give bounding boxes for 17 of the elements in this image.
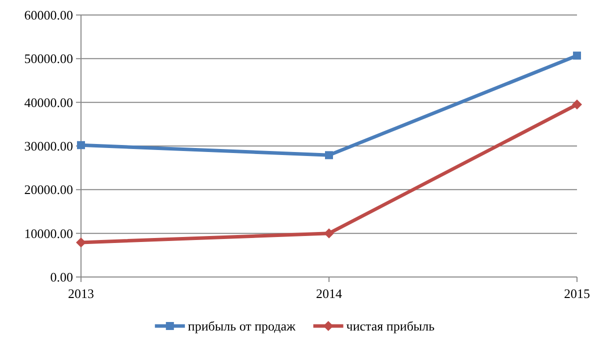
point bbox=[325, 151, 333, 160]
x-tick-label: 2015 bbox=[564, 286, 590, 301]
y-tick-label: 0.00 bbox=[50, 270, 73, 285]
legend-label: чистая прибыль bbox=[346, 318, 435, 334]
y-tick-label: 50000.00 bbox=[24, 51, 73, 66]
y-tick-label: 20000.00 bbox=[24, 182, 73, 198]
x-tick-label: 2013 bbox=[68, 286, 94, 301]
x-tick-label: 2014 bbox=[316, 286, 342, 301]
y-tick-label: 60000.00 bbox=[24, 8, 73, 23]
y-tick-label: 30000.00 bbox=[24, 138, 73, 154]
y-tick-label: 10000.00 bbox=[24, 226, 73, 241]
y-tick-label: 40000.00 bbox=[24, 94, 73, 110]
point bbox=[324, 228, 334, 238]
legend-label: прибыль от продаж bbox=[188, 318, 297, 334]
point bbox=[572, 100, 582, 110]
point bbox=[573, 52, 581, 60]
point bbox=[76, 238, 86, 248]
